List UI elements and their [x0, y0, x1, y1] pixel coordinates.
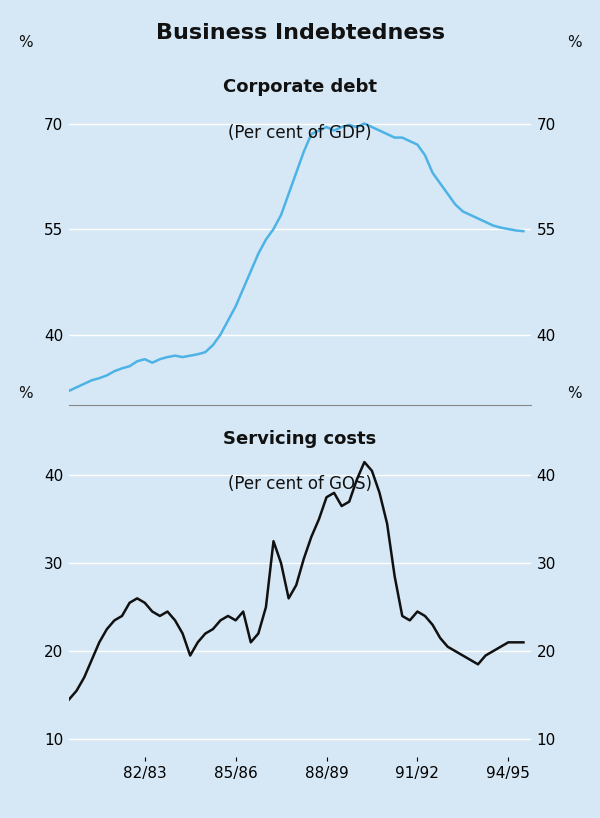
Text: %: % — [18, 34, 32, 50]
Text: Servicing costs: Servicing costs — [223, 429, 377, 447]
Text: %: % — [18, 386, 32, 402]
Text: %: % — [568, 386, 582, 402]
Text: Corporate debt: Corporate debt — [223, 78, 377, 96]
Text: (Per cent of GDP): (Per cent of GDP) — [228, 124, 372, 142]
Text: Business Indebtedness: Business Indebtedness — [155, 23, 445, 43]
Text: (Per cent of GOS): (Per cent of GOS) — [228, 475, 372, 493]
Text: %: % — [568, 34, 582, 50]
